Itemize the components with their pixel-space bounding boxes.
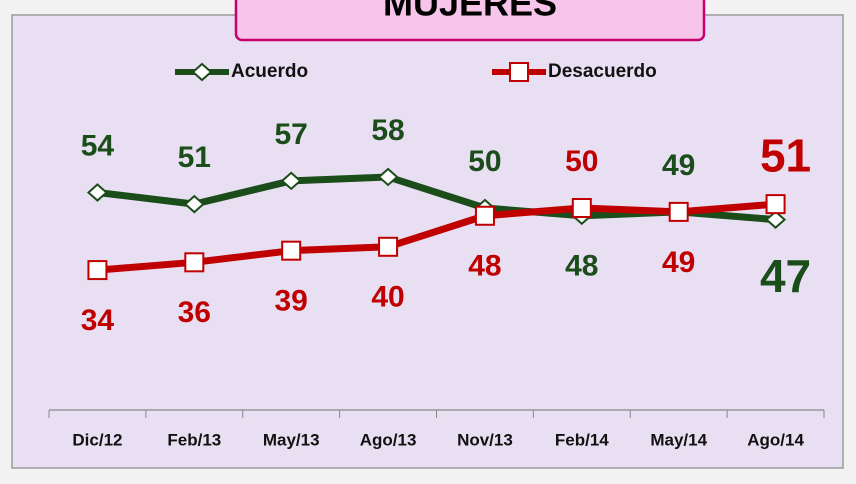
point [377,167,399,187]
x-tick-label: Ago/13 [360,430,417,449]
data-label: 47 [760,250,811,302]
point [765,194,786,215]
data-label: 48 [468,250,501,283]
point [378,236,399,257]
point [281,240,302,261]
series-line [97,200,776,274]
data-label: 40 [371,281,404,314]
point [87,260,108,281]
data-label: 48 [565,250,598,283]
data-label: 57 [275,118,308,151]
legend-label: Desacuerdo [548,61,657,82]
point [668,201,689,222]
data-label: 54 [81,129,115,162]
point [183,194,205,214]
legend-marker [509,62,529,82]
x-tick-label: Nov/13 [457,430,513,449]
data-label: 49 [662,149,695,182]
data-label: 49 [662,246,695,279]
point [474,205,495,226]
data-label: 58 [371,114,404,147]
data-label: 51 [178,141,211,174]
data-label: 51 [760,129,811,181]
data-label: 39 [275,285,308,318]
x-tick-label: Ago/14 [747,430,804,449]
point [184,252,205,273]
data-label: 50 [468,145,501,178]
panel [11,14,844,469]
point [280,171,302,191]
data-label: 36 [178,296,211,329]
legend-label: Acuerdo [231,61,308,82]
x-tick-label: Feb/14 [555,430,609,449]
x-tick-label: May/14 [650,430,707,449]
chart-title: MUJERES [383,0,557,24]
point [571,198,592,218]
data-label: 50 [565,145,598,178]
x-tick-label: Dic/12 [72,430,122,449]
data-label: 34 [81,304,115,337]
point [86,183,108,202]
title-box [234,0,706,42]
x-tick-label: Feb/13 [167,430,221,449]
x-tick-label: May/13 [263,430,320,449]
legend-marker [191,62,213,82]
point [765,210,787,229]
